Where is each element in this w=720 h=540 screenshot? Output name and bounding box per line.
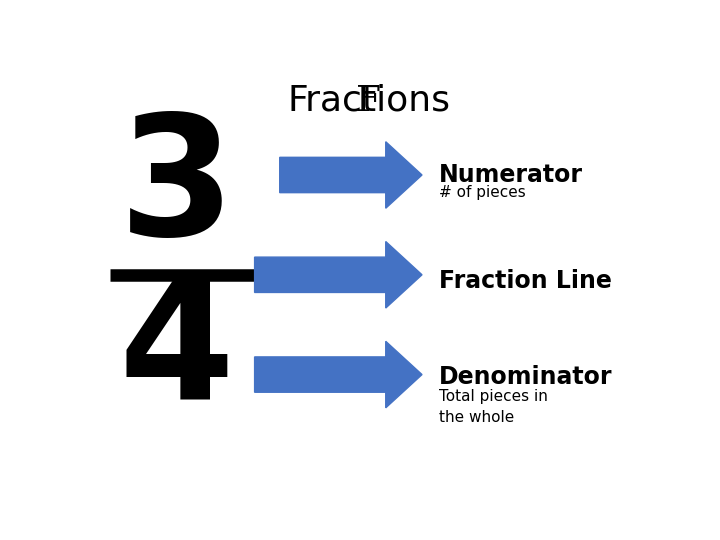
Text: Numerator: Numerator: [438, 163, 582, 186]
Text: 4: 4: [119, 270, 235, 433]
Text: 3: 3: [119, 108, 235, 271]
Text: F: F: [356, 84, 382, 118]
Text: Denominator: Denominator: [438, 365, 612, 389]
Text: Fractions: Fractions: [287, 84, 451, 118]
Text: # of pieces: # of pieces: [438, 185, 526, 200]
Polygon shape: [280, 141, 422, 208]
Text: Fraction Line: Fraction Line: [438, 268, 611, 293]
Polygon shape: [255, 241, 422, 308]
Text: Total pieces in
the whole: Total pieces in the whole: [438, 389, 548, 425]
Polygon shape: [255, 341, 422, 408]
